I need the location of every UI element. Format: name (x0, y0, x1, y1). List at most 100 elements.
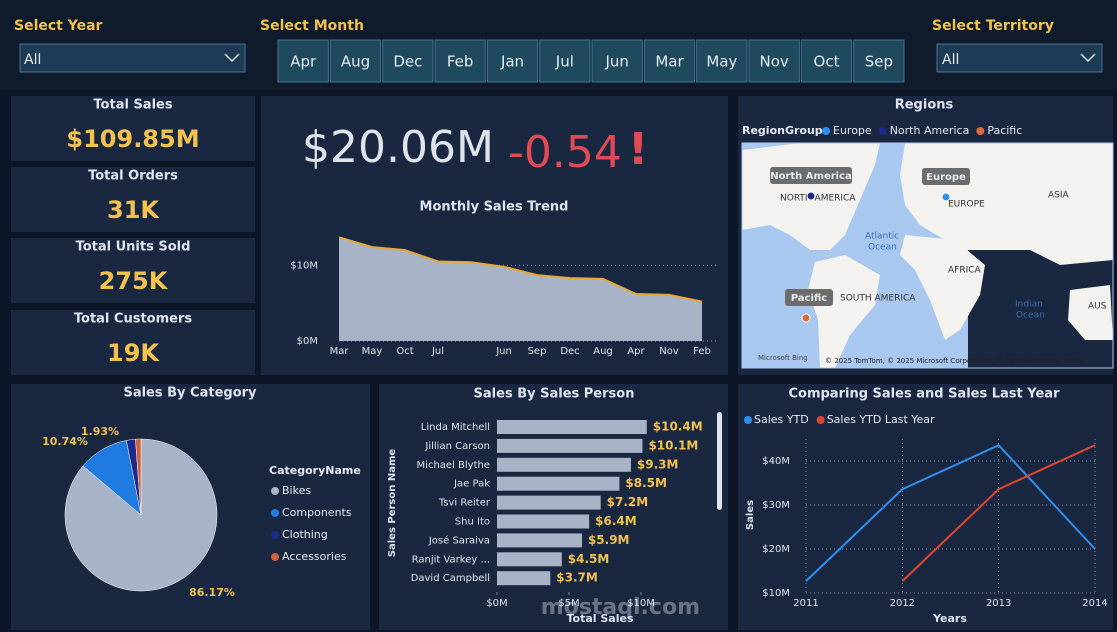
watermark: mostaql.com (541, 595, 700, 620)
legend-label: Pacific (987, 124, 1022, 137)
bar (497, 457, 631, 472)
month-button[interactable] (800, 39, 853, 83)
map-place: Ocean (868, 243, 897, 253)
map-place: AFRICA (948, 266, 982, 276)
month-button[interactable] (748, 39, 800, 83)
y-axis-title: Sales Person Name (387, 449, 398, 558)
month-label[interactable]: Oct (814, 53, 840, 71)
series-line (805, 443, 1096, 582)
year-dropdown[interactable] (19, 43, 246, 73)
month-label[interactable]: Mar (655, 53, 684, 71)
y-tick-label: $10M (290, 260, 318, 271)
map-logo: Microsoft Bing (758, 354, 808, 362)
map-border (741, 142, 1114, 369)
map-attribution: © 2025 TomTom, © 2025 Microsoft Corporat… (825, 357, 1083, 365)
card (11, 167, 255, 232)
kpi-change: -0.54 (508, 127, 622, 178)
month-label[interactable]: Jan (500, 53, 524, 71)
card (11, 238, 255, 303)
legend-swatch (744, 416, 752, 424)
territory-dropdown[interactable] (936, 43, 1103, 73)
y-tick-label: Jae Pak (453, 479, 490, 490)
month-button[interactable] (434, 39, 486, 83)
month-label[interactable]: May (706, 53, 737, 71)
card-label: Total Orders (88, 169, 178, 184)
card-label: Total Units Sold (76, 240, 191, 255)
data-label: $5.9M (588, 533, 630, 547)
map-land (808, 255, 880, 368)
map-place: Ocean (1016, 311, 1045, 321)
x-tick-label: Jul (431, 346, 444, 357)
month-button[interactable] (643, 39, 696, 83)
month-label[interactable]: Feb (447, 53, 474, 71)
panel (738, 384, 1113, 630)
month-label[interactable]: Jul (555, 53, 574, 71)
area-line (338, 236, 703, 303)
x-tick-label: $10M (627, 598, 655, 609)
map-bubble (806, 191, 816, 201)
data-label: $7.2M (607, 495, 649, 509)
month-button[interactable] (696, 39, 748, 83)
chart-title: Sales By Category (123, 386, 257, 401)
data-label: 10.74% (42, 435, 88, 448)
filter-label: Select Month (260, 18, 364, 34)
x-axis-title: Total Sales (566, 612, 633, 625)
data-label: $9.3M (637, 457, 679, 471)
data-label: $10.1M (648, 438, 698, 452)
month-button[interactable] (853, 39, 905, 83)
x-tick-label: 2012 (890, 598, 915, 609)
card (11, 310, 255, 375)
y-tick-label: Jillian Carson (424, 441, 490, 452)
month-button[interactable] (382, 39, 434, 83)
data-label: $3.7M (556, 571, 598, 585)
dropdown-value[interactable]: All (24, 52, 41, 68)
map-place: NORTH AMERICA (780, 194, 856, 204)
chart-title: Sales By Sales Person (474, 387, 635, 402)
legend-swatch (271, 487, 279, 495)
y-tick-label: $30M (762, 500, 790, 511)
month-button[interactable] (277, 39, 329, 83)
legend-swatch (271, 553, 279, 561)
map-callout (785, 289, 833, 306)
scrollbar[interactable] (717, 412, 722, 510)
x-tick-label: Dec (560, 346, 579, 357)
month-label[interactable]: Aug (341, 53, 370, 71)
month-button[interactable] (486, 39, 539, 83)
bar (497, 571, 551, 586)
kpi-value: $20.06M (302, 122, 494, 173)
month-button[interactable] (329, 39, 382, 83)
data-label: $8.5M (625, 476, 667, 490)
x-tick-label: Jun (495, 346, 512, 357)
x-tick-label: 2011 (793, 598, 818, 609)
legend-title: CategoryName (269, 464, 361, 477)
x-tick-label: Feb (693, 346, 711, 357)
legend-swatch (816, 416, 825, 424)
month-label[interactable]: Nov (760, 53, 789, 71)
card-value: 275K (99, 267, 169, 295)
legend-label: North America (890, 124, 970, 137)
month-label[interactable]: Dec (393, 53, 422, 71)
bar (497, 533, 582, 548)
legend-swatch (271, 509, 279, 517)
month-label[interactable]: Sep (865, 53, 893, 71)
map-callout-label: Pacific (791, 293, 828, 304)
y-tick-label: Linda Mitchell (421, 422, 490, 433)
filter-label: Select Year (14, 18, 103, 34)
data-label: $10.4M (653, 420, 703, 434)
month-label[interactable]: Jun (604, 53, 628, 71)
month-button[interactable] (539, 39, 591, 83)
month-label[interactable]: Apr (290, 53, 317, 71)
dropdown-value[interactable]: All (942, 52, 959, 68)
chart-title: Monthly Sales Trend (420, 200, 569, 215)
x-tick-label: 2014 (1082, 598, 1107, 609)
month-button[interactable] (591, 39, 643, 83)
legend-label: Bikes (282, 484, 311, 497)
card-value: 19K (107, 339, 160, 367)
bar (497, 420, 647, 434)
map-bubble (801, 313, 811, 323)
x-tick-label: 2013 (986, 598, 1011, 609)
x-tick-label: Oct (396, 346, 413, 357)
y-tick-label: Ranjit Varkey ... (412, 554, 490, 565)
y-tick-label: Michael Blythe (417, 460, 490, 471)
kpi-alert: ! (628, 124, 648, 175)
